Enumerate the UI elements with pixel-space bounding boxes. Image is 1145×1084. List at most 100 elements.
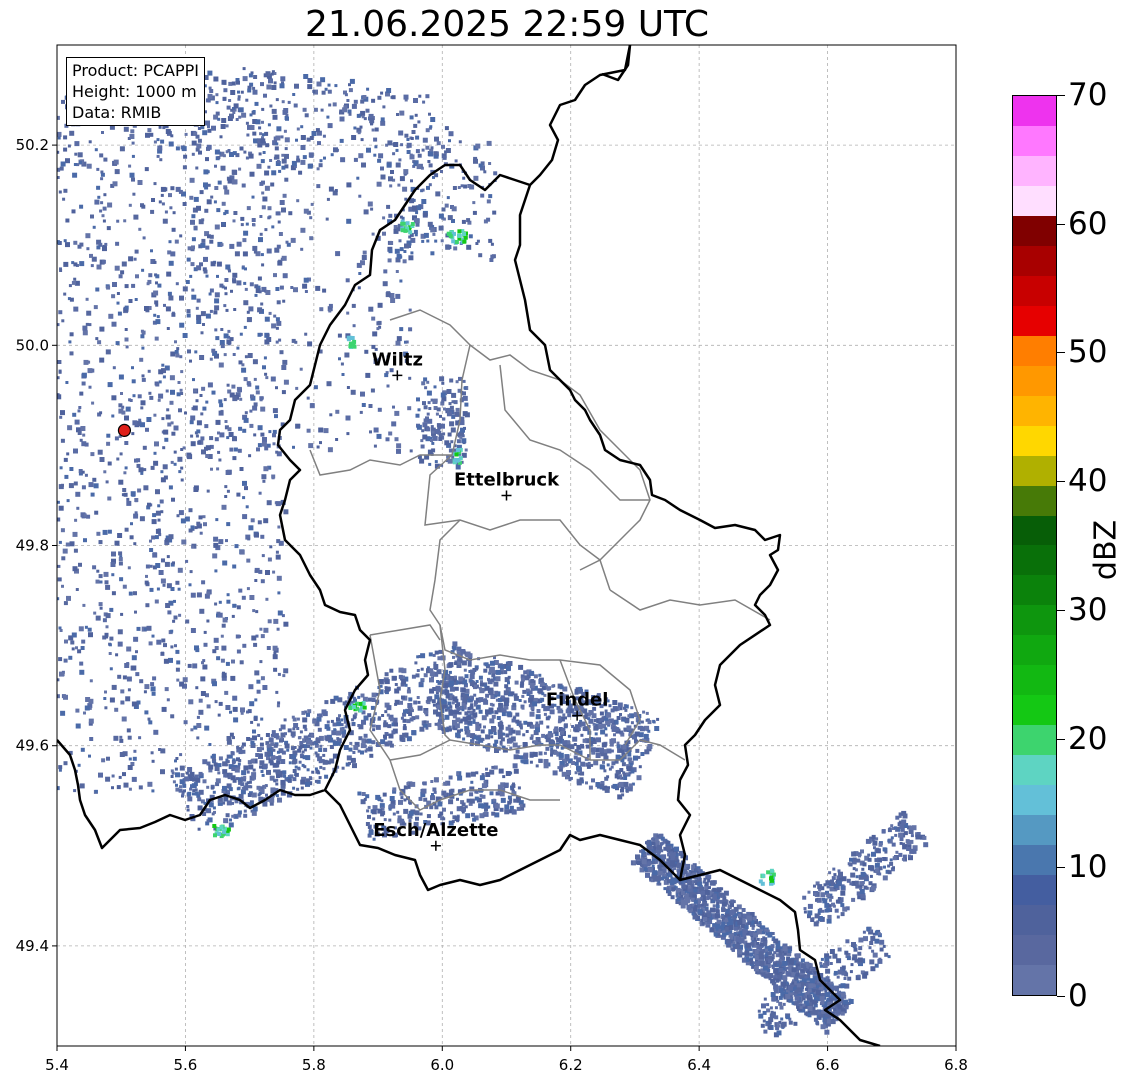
echo-cell [467, 730, 471, 733]
echo-cell [402, 822, 406, 826]
echo-cell [226, 436, 230, 440]
echo-cell [599, 747, 604, 753]
echo-cell [493, 660, 499, 665]
echo-cell [305, 781, 310, 787]
echo-cell [231, 767, 236, 771]
echo-cell [387, 740, 391, 744]
echo-cell [560, 699, 563, 703]
echo-cell [126, 497, 130, 501]
echo-cell [245, 121, 249, 125]
echo-cell [360, 743, 366, 749]
echo-cell [558, 715, 562, 719]
echo-cell [436, 423, 441, 428]
echo-cell [400, 788, 406, 794]
echo-cell [640, 752, 645, 756]
echo-cell [296, 727, 300, 730]
echo-cell [272, 433, 276, 438]
echo-cell [282, 273, 288, 279]
echo-cell [209, 89, 214, 93]
echo-cell [234, 815, 238, 819]
echo-cell [242, 67, 246, 71]
echo-cell [383, 827, 389, 833]
echo-cell [458, 140, 462, 144]
echo-cell [243, 765, 249, 771]
echo-cell [604, 787, 610, 793]
echo-cell [406, 689, 411, 694]
echo-cell [247, 709, 252, 714]
echo-cell [321, 709, 327, 715]
echo-cell [226, 599, 231, 604]
echo-cell [290, 286, 294, 289]
echo-cell [437, 425, 442, 430]
echo-cell [125, 696, 131, 702]
echo-cell [457, 186, 461, 189]
echo-cell [276, 756, 282, 761]
echo-cell [362, 250, 367, 255]
echo-cell [124, 337, 129, 342]
echo-cell [343, 745, 349, 750]
echo-cell [279, 200, 285, 205]
echo-cell [771, 953, 775, 957]
echo-cell [150, 751, 154, 755]
echo-cell [252, 729, 256, 734]
echo-cell [118, 561, 123, 566]
echo-cell [226, 489, 230, 493]
echo-cell [530, 686, 535, 691]
echo-cell [567, 758, 573, 764]
echo-cell [497, 698, 502, 702]
echo-cell [83, 538, 87, 543]
echo-cell [365, 372, 371, 378]
echo-cell [471, 812, 475, 817]
echo-cell [366, 738, 372, 744]
echo-cell [485, 734, 491, 740]
echo-cell [558, 767, 563, 772]
echo-cell [227, 790, 230, 793]
echo-cell [170, 186, 175, 191]
echo-cell [452, 646, 457, 650]
echo-cell [768, 931, 773, 936]
echo-cell [499, 807, 504, 812]
echo-cell [307, 84, 313, 90]
echo-cell [700, 896, 704, 900]
echo-cell [224, 278, 229, 282]
echo-cell [584, 712, 589, 717]
echo-cell [447, 215, 453, 221]
echo-cell [529, 760, 533, 764]
echo-cell [392, 787, 397, 792]
echo-cell [147, 781, 153, 787]
echo-cell [234, 767, 240, 773]
echo-cell [819, 1012, 825, 1018]
echo-cell [432, 232, 436, 236]
echo-cell [318, 163, 323, 168]
echo-cell [302, 724, 307, 729]
echo-cell [422, 434, 428, 440]
echo-cell [340, 723, 344, 727]
echo-cell [121, 493, 125, 497]
echo-cell [116, 219, 120, 223]
echo-cell [485, 709, 490, 715]
echo-cell [62, 548, 68, 554]
echo-cell [235, 392, 241, 398]
echo-cell [488, 194, 493, 199]
echo-cell [473, 735, 478, 740]
echo-cell [103, 470, 107, 474]
echo-cell [140, 422, 145, 428]
echo-cell [119, 738, 124, 743]
echo-cell [293, 746, 297, 749]
echo-cell [190, 525, 195, 530]
echo-cell [348, 730, 354, 736]
echo-cell [272, 442, 276, 446]
echo-cell [485, 772, 491, 777]
echo-cell [732, 913, 738, 919]
echo-cell [515, 796, 521, 802]
echo-cell [401, 738, 406, 742]
echo-cell [445, 408, 449, 412]
echo-cell [196, 143, 202, 149]
echo-cell [565, 776, 569, 780]
echo-cell [493, 765, 498, 770]
echo-cell [122, 751, 128, 757]
echo-cell [241, 595, 246, 600]
echo-cell [346, 99, 350, 102]
echo-cell [202, 812, 207, 816]
echo-cell [347, 109, 352, 114]
